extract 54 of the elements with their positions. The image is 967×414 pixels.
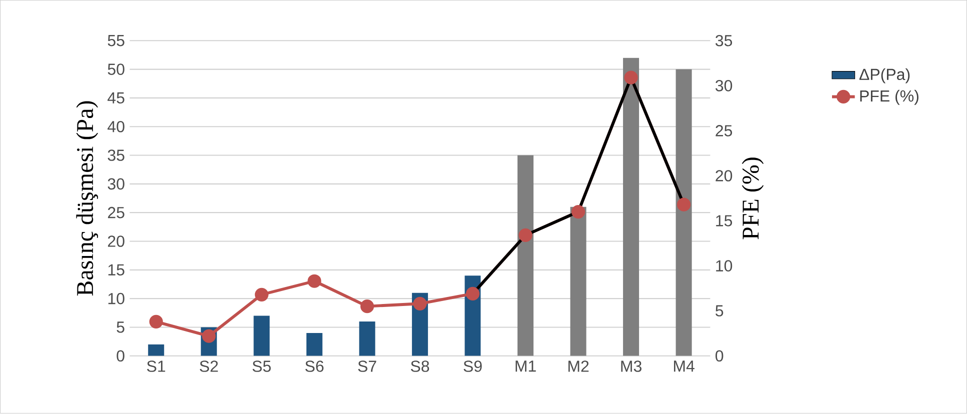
y-tick-label: 50 bbox=[108, 64, 124, 76]
y-tick-label: 20 bbox=[108, 236, 124, 248]
bar bbox=[359, 322, 376, 356]
y2-tick-label: 0 bbox=[716, 350, 724, 362]
y-axis-title: Basınç düşmesi (Pa) bbox=[76, 101, 98, 296]
bar bbox=[254, 316, 270, 356]
y-tick-label: 55 bbox=[108, 35, 124, 46]
x-tick-label: M3 bbox=[621, 360, 642, 372]
x-tick-label: S9 bbox=[464, 360, 482, 372]
y2-tick-label: 10 bbox=[716, 260, 732, 272]
bar bbox=[570, 207, 586, 356]
y-tick-label: 30 bbox=[108, 178, 124, 190]
y2-tick-label: 20 bbox=[716, 170, 732, 182]
y-tick-label: 0 bbox=[116, 350, 124, 362]
y2-axis-title: PFE (%) bbox=[742, 158, 764, 240]
y2-tick-label: 30 bbox=[716, 80, 732, 92]
x-tick-label: S8 bbox=[410, 360, 430, 372]
x-tick-label: M2 bbox=[568, 360, 589, 372]
point bbox=[677, 198, 691, 212]
bar bbox=[623, 58, 640, 356]
y-tick-label: 5 bbox=[116, 322, 124, 334]
bar bbox=[148, 344, 164, 356]
x-tick-label: S1 bbox=[147, 360, 166, 372]
y-tick-label: 25 bbox=[108, 207, 124, 218]
point bbox=[308, 274, 322, 288]
point bbox=[202, 329, 216, 344]
point bbox=[466, 287, 480, 301]
point bbox=[518, 228, 532, 242]
point bbox=[571, 205, 586, 219]
bar bbox=[517, 156, 534, 356]
point bbox=[624, 70, 638, 85]
y-tick-label: 10 bbox=[108, 293, 124, 304]
point bbox=[149, 315, 163, 329]
point bbox=[413, 297, 427, 311]
x-tick-label: S2 bbox=[200, 360, 218, 372]
y2-tick-label: 15 bbox=[716, 215, 732, 227]
bar bbox=[306, 333, 322, 356]
legend-label: ΔP(Pa) bbox=[859, 68, 910, 84]
y2-tick-label: 25 bbox=[716, 125, 732, 137]
x-tick-label: S7 bbox=[358, 360, 376, 372]
y-tick-label: 45 bbox=[108, 92, 124, 104]
y2-tick-label: 5 bbox=[716, 306, 724, 317]
x-tick-label: S6 bbox=[305, 360, 324, 372]
point bbox=[254, 288, 268, 302]
y2-tick-label: 35 bbox=[716, 35, 732, 47]
y-tick-label: 40 bbox=[108, 121, 124, 133]
point bbox=[360, 300, 374, 314]
y-tick-label: 15 bbox=[108, 264, 124, 276]
legend-label: PFE (%) bbox=[860, 90, 918, 106]
y-tick-label: 35 bbox=[108, 150, 124, 162]
x-tick-label: S5 bbox=[252, 360, 271, 372]
x-tick-label: M1 bbox=[516, 360, 536, 372]
x-tick-label: M4 bbox=[674, 360, 694, 372]
bar bbox=[676, 70, 692, 356]
